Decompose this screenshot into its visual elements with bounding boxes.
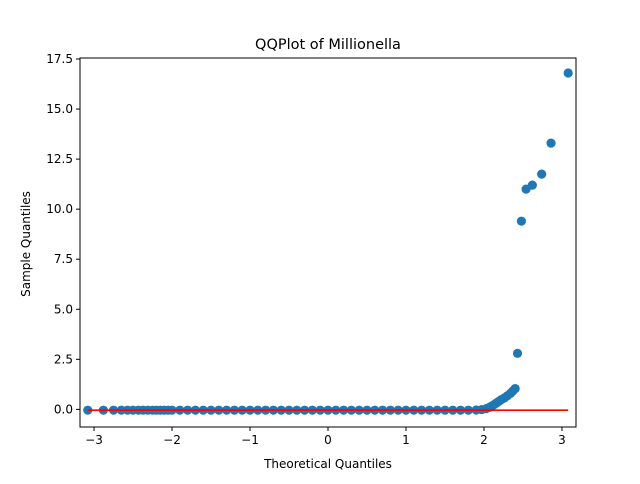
data-point: [546, 138, 556, 148]
x-tick-label: 2: [480, 433, 488, 447]
x-tick-label: 3: [558, 433, 566, 447]
x-tick-label: −2: [163, 433, 181, 447]
x-tick-label: 0: [324, 433, 332, 447]
data-point: [563, 68, 573, 78]
y-tick-label: 10.0: [46, 202, 73, 216]
y-tick-label: 17.5: [46, 52, 73, 66]
y-tick-label: 2.5: [54, 352, 73, 366]
x-tick-label: −1: [241, 433, 259, 447]
x-axis-label: Theoretical Quantiles: [263, 457, 392, 471]
axes: −3 −2 −1 0 1 2 3 0.0 2.5 5.0 7.5 10.0 12.5 15.0 17.5: [46, 52, 577, 447]
y-tick-label: 5.0: [54, 302, 73, 316]
chart-title: QQPlot of Millionella: [255, 37, 401, 53]
y-tick-label: 7.5: [54, 252, 73, 266]
y-axis-label: Sample Quantiles: [19, 191, 33, 297]
data-point: [510, 383, 520, 394]
plot-area: [83, 68, 573, 415]
y-tick-label: 0.0: [54, 402, 73, 416]
axes-frame: [79, 57, 577, 428]
x-tick-label: 1: [402, 433, 410, 447]
data-point: [537, 169, 547, 179]
x-tick-label: −3: [85, 433, 103, 447]
data-point: [527, 180, 537, 190]
y-tick-label: 15.0: [46, 102, 73, 116]
y-tick-label: 12.5: [46, 152, 73, 166]
data-point: [516, 216, 527, 226]
data-point: [512, 348, 523, 358]
